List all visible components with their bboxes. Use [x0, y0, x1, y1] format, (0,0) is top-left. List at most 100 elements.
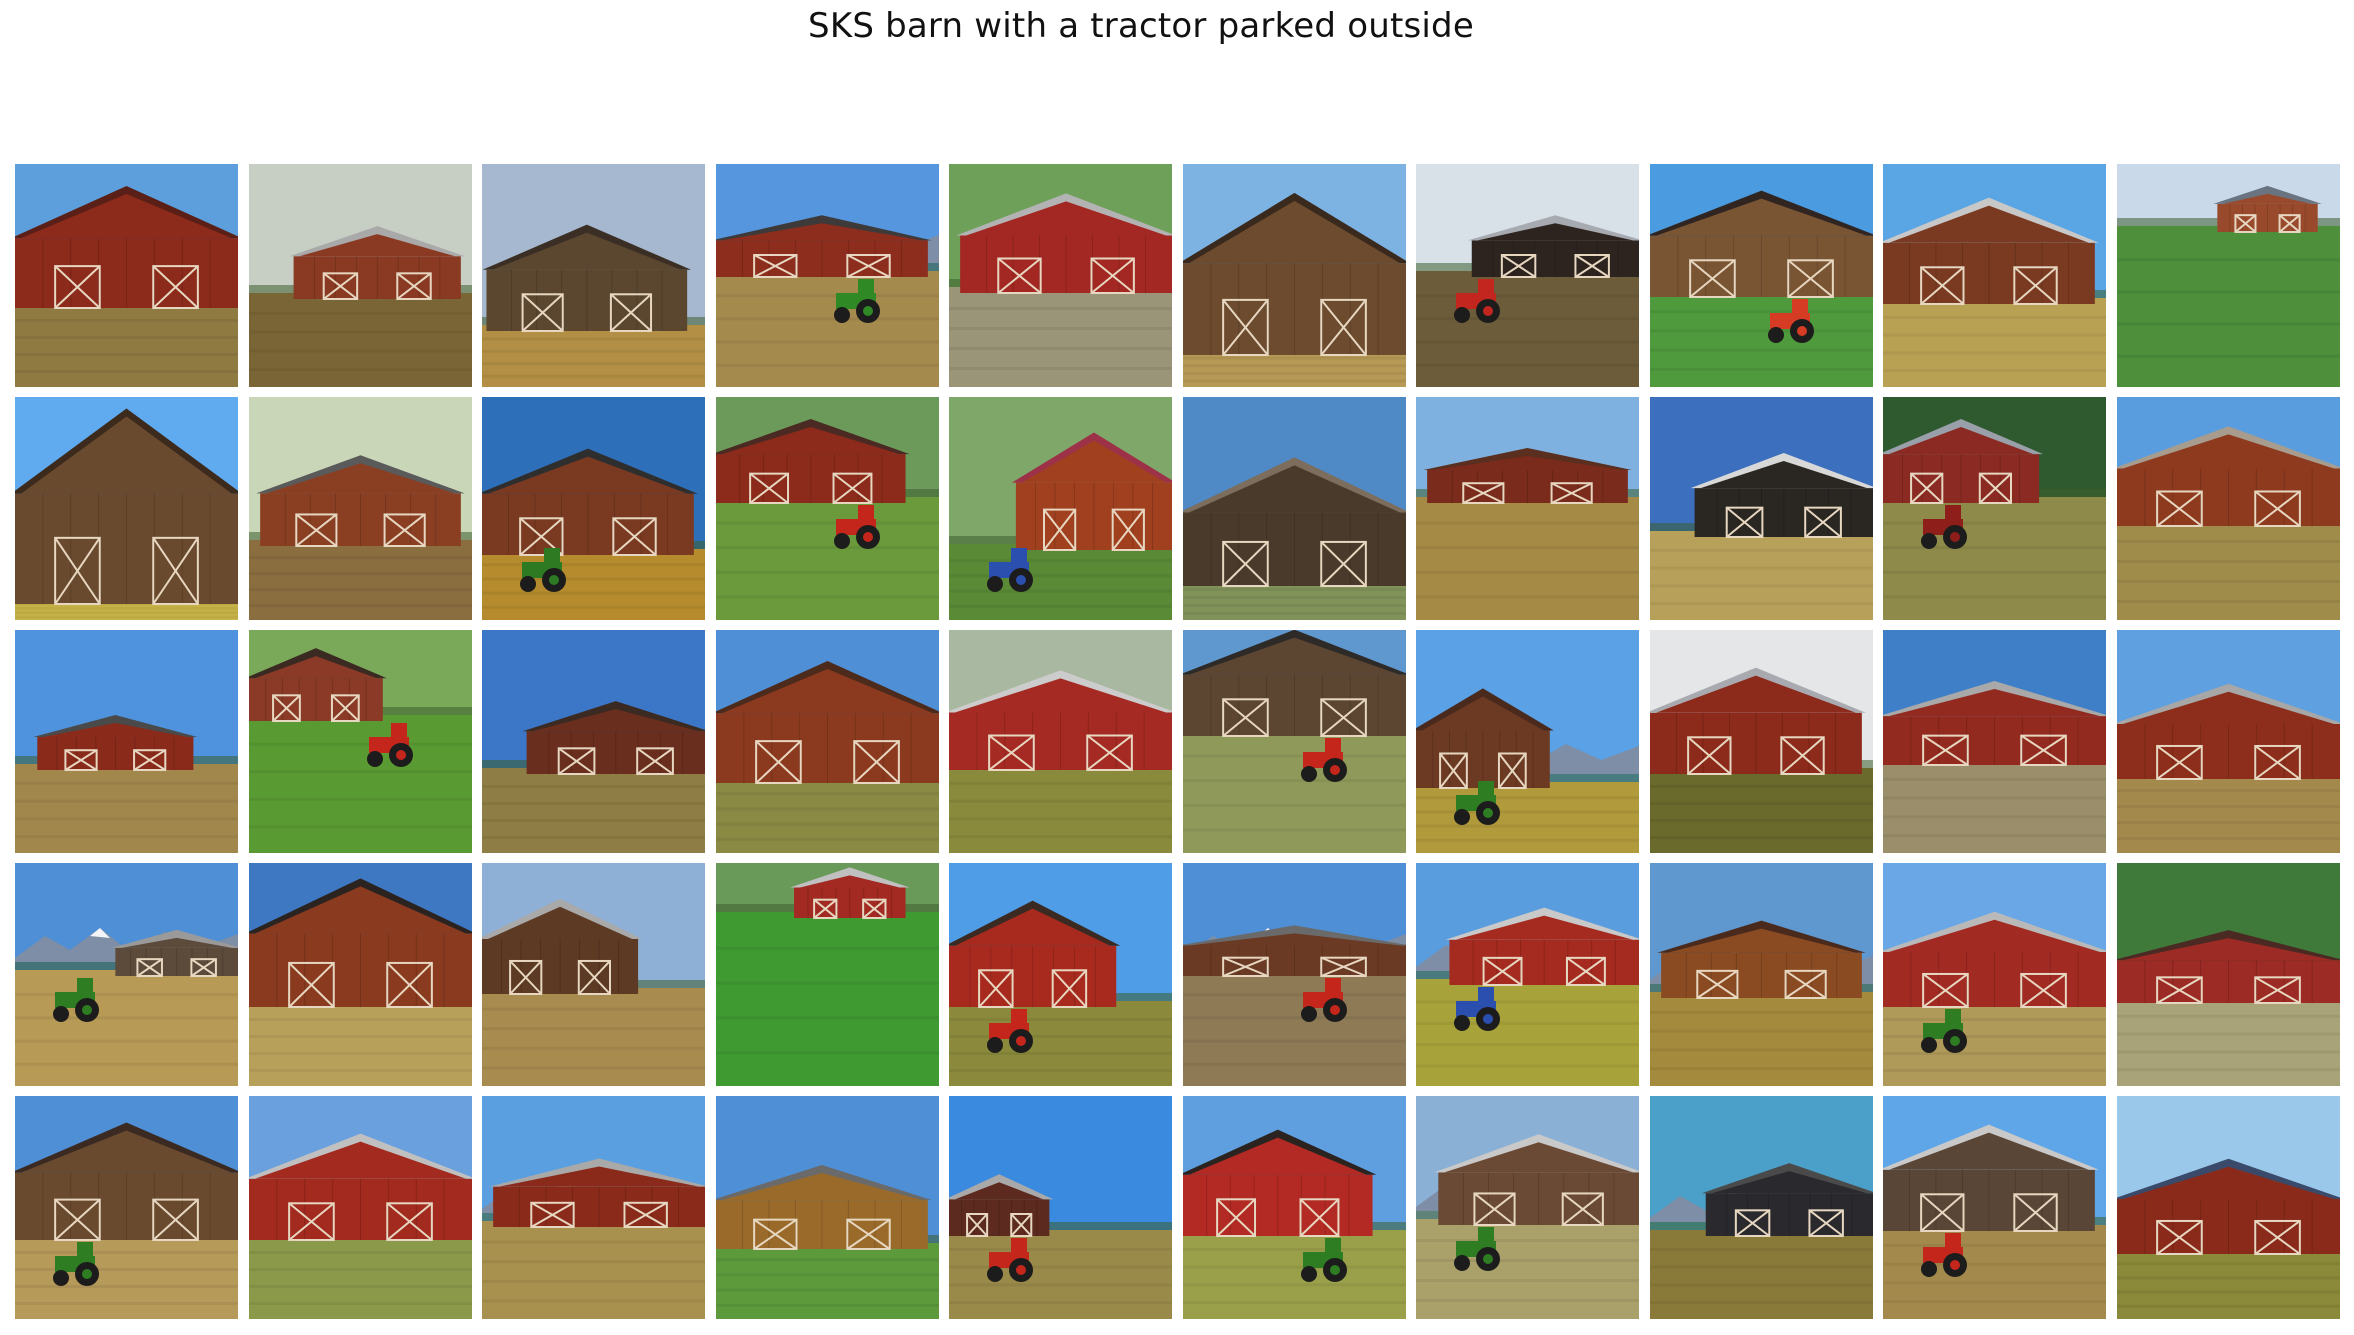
barn-scene-image [1416, 1096, 1639, 1319]
generated-image-thumbnail [1883, 1096, 2106, 1319]
barn-scene-image [482, 164, 705, 387]
barn-scene-image [1182, 164, 1406, 387]
generated-image-thumbnail [1649, 1096, 1873, 1319]
generated-image-thumbnail [248, 863, 472, 1086]
barn-scene-image [15, 1096, 238, 1319]
barn-scene-image [15, 630, 238, 853]
barn-scene-image [949, 397, 1172, 620]
generated-image-thumbnail [1416, 630, 1639, 853]
barn-scene-image [715, 164, 939, 387]
generated-image-thumbnail [715, 863, 939, 1086]
generated-image-thumbnail [949, 863, 1172, 1086]
generated-image-thumbnail [2116, 630, 2340, 853]
generated-image-thumbnail [1883, 397, 2106, 620]
generated-image-thumbnail [949, 164, 1172, 387]
generated-image-thumbnail [248, 630, 472, 853]
barn-scene-image [2116, 1096, 2340, 1319]
generated-image-thumbnail [2116, 164, 2340, 387]
barn-scene-image [715, 1096, 939, 1319]
barn-scene-image [15, 397, 238, 620]
barn-scene-image [1883, 1096, 2106, 1319]
barn-scene-image [1649, 397, 1873, 620]
barn-scene-image [2116, 863, 2340, 1086]
generated-image-thumbnail [15, 863, 238, 1086]
generated-image-thumbnail [1883, 630, 2106, 853]
generated-image-thumbnail [2116, 397, 2340, 620]
barn-scene-image [1649, 863, 1873, 1086]
generated-image-thumbnail [482, 1096, 705, 1319]
generated-image-thumbnail [715, 1096, 939, 1319]
generated-image-thumbnail [1182, 630, 1406, 853]
generated-image-thumbnail [15, 397, 238, 620]
generated-image-thumbnail [1416, 164, 1639, 387]
barn-scene-image [1883, 397, 2106, 620]
barn-scene-image [1649, 1096, 1873, 1319]
barn-scene-image [949, 1096, 1172, 1319]
generated-image-thumbnail [15, 164, 238, 387]
generated-image-thumbnail [949, 1096, 1172, 1319]
barn-scene-image [482, 1096, 705, 1319]
barn-scene-image [715, 863, 939, 1086]
generated-image-thumbnail [15, 1096, 238, 1319]
image-grid [15, 164, 2343, 1319]
barn-scene-image [2116, 164, 2340, 387]
barn-scene-image [248, 630, 472, 853]
barn-scene-image [248, 863, 472, 1086]
barn-scene-image [1649, 164, 1873, 387]
generated-image-thumbnail [1416, 1096, 1639, 1319]
generated-image-thumbnail [482, 630, 705, 853]
generated-image-thumbnail [248, 164, 472, 387]
barn-scene-image [949, 863, 1172, 1086]
generated-image-thumbnail [1649, 397, 1873, 620]
generated-image-thumbnail [15, 630, 238, 853]
barn-scene-image [248, 397, 472, 620]
barn-scene-image [1416, 630, 1639, 853]
barn-scene-image [1416, 164, 1639, 387]
barn-scene-image [1883, 164, 2106, 387]
generated-image-thumbnail [2116, 863, 2340, 1086]
generated-image-thumbnail [949, 397, 1172, 620]
generated-image-thumbnail [248, 397, 472, 620]
generated-image-thumbnail [715, 397, 939, 620]
generated-image-thumbnail [1649, 630, 1873, 853]
generated-image-thumbnail [715, 630, 939, 853]
generated-image-thumbnail [1416, 397, 1639, 620]
generated-image-thumbnail [1649, 164, 1873, 387]
generated-image-thumbnail [248, 1096, 472, 1319]
barn-scene-image [15, 164, 238, 387]
generated-image-thumbnail [1883, 863, 2106, 1086]
barn-scene-image [1883, 863, 2106, 1086]
barn-scene-image [715, 397, 939, 620]
generated-image-thumbnail [715, 164, 939, 387]
barn-scene-image [715, 630, 939, 853]
generated-image-thumbnail [1182, 164, 1406, 387]
generated-image-thumbnail [1182, 397, 1406, 620]
figure-title: SKS barn with a tractor parked outside [808, 6, 1474, 46]
barn-scene-image [1416, 863, 1639, 1086]
barn-scene-image [1416, 397, 1639, 620]
barn-scene-image [1182, 1096, 1406, 1319]
generated-image-thumbnail [1883, 164, 2106, 387]
barn-scene-image [482, 630, 705, 853]
barn-scene-image [248, 1096, 472, 1319]
barn-scene-image [1182, 863, 1406, 1086]
barn-scene-image [1649, 630, 1873, 853]
barn-scene-image [248, 164, 472, 387]
generated-image-thumbnail [482, 397, 705, 620]
generated-image-thumbnail [482, 164, 705, 387]
barn-scene-image [1182, 397, 1406, 620]
barn-scene-image [1182, 630, 1406, 853]
barn-scene-image [2116, 397, 2340, 620]
barn-scene-image [949, 164, 1172, 387]
generated-image-thumbnail [482, 863, 705, 1086]
generated-image-thumbnail [1416, 863, 1639, 1086]
generated-image-thumbnail [2116, 1096, 2340, 1319]
barn-scene-image [482, 397, 705, 620]
barn-scene-image [949, 630, 1172, 853]
generated-image-thumbnail [1182, 863, 1406, 1086]
barn-scene-image [482, 863, 705, 1086]
barn-scene-image [2116, 630, 2340, 853]
generated-image-thumbnail [1182, 1096, 1406, 1319]
barn-scene-image [15, 863, 238, 1086]
generated-image-thumbnail [1649, 863, 1873, 1086]
